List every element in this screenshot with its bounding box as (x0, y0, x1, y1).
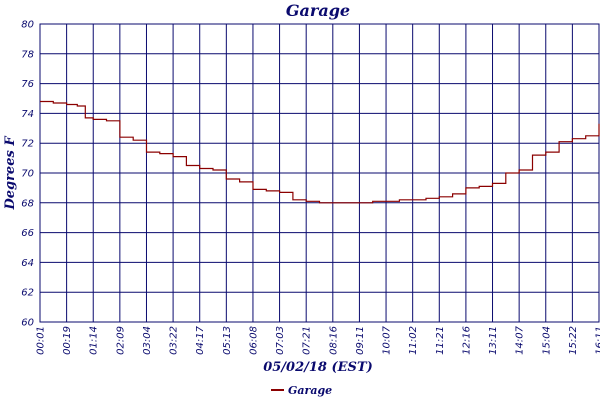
y-tick-label: 70 (21, 169, 34, 180)
x-tick-label: 10:07 (382, 325, 393, 354)
x-tick-label: 03:22 (169, 326, 180, 355)
x-tick-label: 00:19 (62, 326, 73, 355)
y-tick-label: 66 (21, 228, 34, 239)
x-tick-label: 01:14 (89, 326, 100, 355)
x-tick-label: 12:16 (461, 326, 472, 355)
y-tick-label: 68 (21, 198, 34, 209)
legend-label-garage: Garage (288, 384, 332, 397)
chart-title: Garage (286, 1, 350, 20)
y-tick-label: 72 (21, 139, 34, 150)
x-tick-label: 09:11 (355, 326, 366, 355)
x-tick-label: 02:09 (115, 326, 126, 355)
x-tick-label: 15:22 (568, 326, 579, 355)
y-tick-label: 60 (21, 318, 34, 329)
x-tick-label: 15:04 (541, 326, 552, 355)
x-tick-label: 05:13 (222, 326, 233, 355)
x-tick-label: 06:08 (248, 326, 259, 355)
x-tick-label: 13:11 (488, 326, 499, 355)
y-tick-label: 64 (21, 258, 34, 269)
legend: Garage (271, 384, 332, 397)
x-tick-label: 14:07 (515, 325, 526, 354)
x-tick-label: 08:16 (328, 326, 339, 355)
x-tick-label: 11:21 (435, 326, 446, 355)
y-tick-label: 62 (21, 288, 34, 299)
y-tick-label: 78 (21, 49, 34, 60)
x-tick-label: 07:03 (275, 326, 286, 355)
x-tick-label: 07:21 (302, 326, 313, 355)
x-tick-label: 03:04 (142, 326, 153, 355)
x-axis-label: 05/02/18 (EST) (263, 360, 373, 375)
x-tick-label: 00:01 (36, 326, 47, 355)
x-axis-ticks: 00:01 00:19 01:14 02:09 03:04 03:22 04:17 05:13… (36, 325, 600, 354)
y-tick-label: 76 (21, 79, 34, 90)
y-axis-label: Degrees F (3, 136, 18, 211)
x-tick-label: 11:02 (408, 326, 419, 355)
x-tick-label: 04:17 (195, 325, 206, 354)
x-tick-label: 16:11 (595, 326, 600, 355)
y-axis-ticks: 60 62 64 66 68 70 72 74 76 78 80 (21, 20, 34, 329)
y-tick-label: 80 (21, 20, 34, 31)
series-line-garage (40, 100, 600, 204)
y-tick-label: 74 (21, 109, 34, 120)
